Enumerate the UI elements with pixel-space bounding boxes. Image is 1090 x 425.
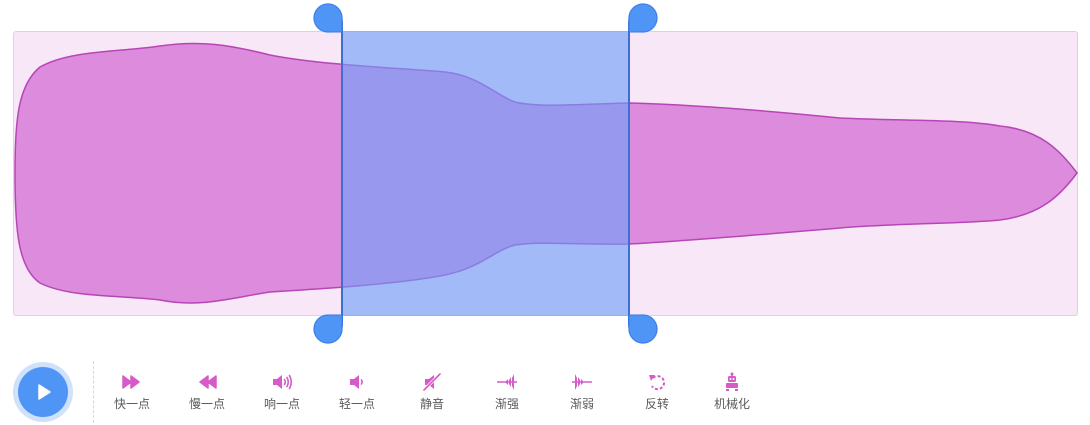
fade-out-button[interactable]: 渐弱 [545,368,619,418]
selection-end-bottom-handle[interactable] [628,314,658,344]
softer-button[interactable]: 轻一点 [320,368,394,418]
fast-button[interactable]: 快一点 [95,368,169,418]
mute-icon [422,372,442,392]
robot-button[interactable]: 机械化 [695,368,769,418]
robot-icon [726,372,738,391]
fade-in-label: 渐强 [494,397,519,411]
rewind-icon [199,375,217,389]
mute-button[interactable]: 静音 [395,368,469,418]
fade-out-label: 渐弱 [569,397,594,411]
play-button[interactable] [18,367,68,417]
louder-button[interactable]: 响一点 [245,368,319,418]
fast-label: 快一点 [113,397,150,411]
volume-down-icon [350,375,363,389]
fast-forward-icon [122,375,140,389]
play-icon [38,384,51,400]
slow-label: 慢一点 [188,397,225,411]
robot-label: 机械化 [713,397,750,411]
reverse-label: 反转 [644,397,669,411]
fade-in-icon [497,374,517,390]
toolbar-divider [93,361,94,423]
mute-label: 静音 [419,397,444,411]
reverse-button[interactable]: 反转 [620,368,694,418]
reverse-icon [649,375,666,391]
fade-out-icon [572,374,592,390]
fade-in-button[interactable]: 渐强 [470,368,544,418]
selection-end-top-handle[interactable] [628,3,658,33]
louder-label: 响一点 [263,397,300,411]
softer-label: 轻一点 [338,397,375,411]
selection-region[interactable] [342,31,629,316]
volume-up-icon [273,374,293,390]
selection-start-top-handle[interactable] [313,3,343,33]
slow-button[interactable]: 慢一点 [170,368,244,418]
selection-start-bottom-handle[interactable] [313,314,343,344]
